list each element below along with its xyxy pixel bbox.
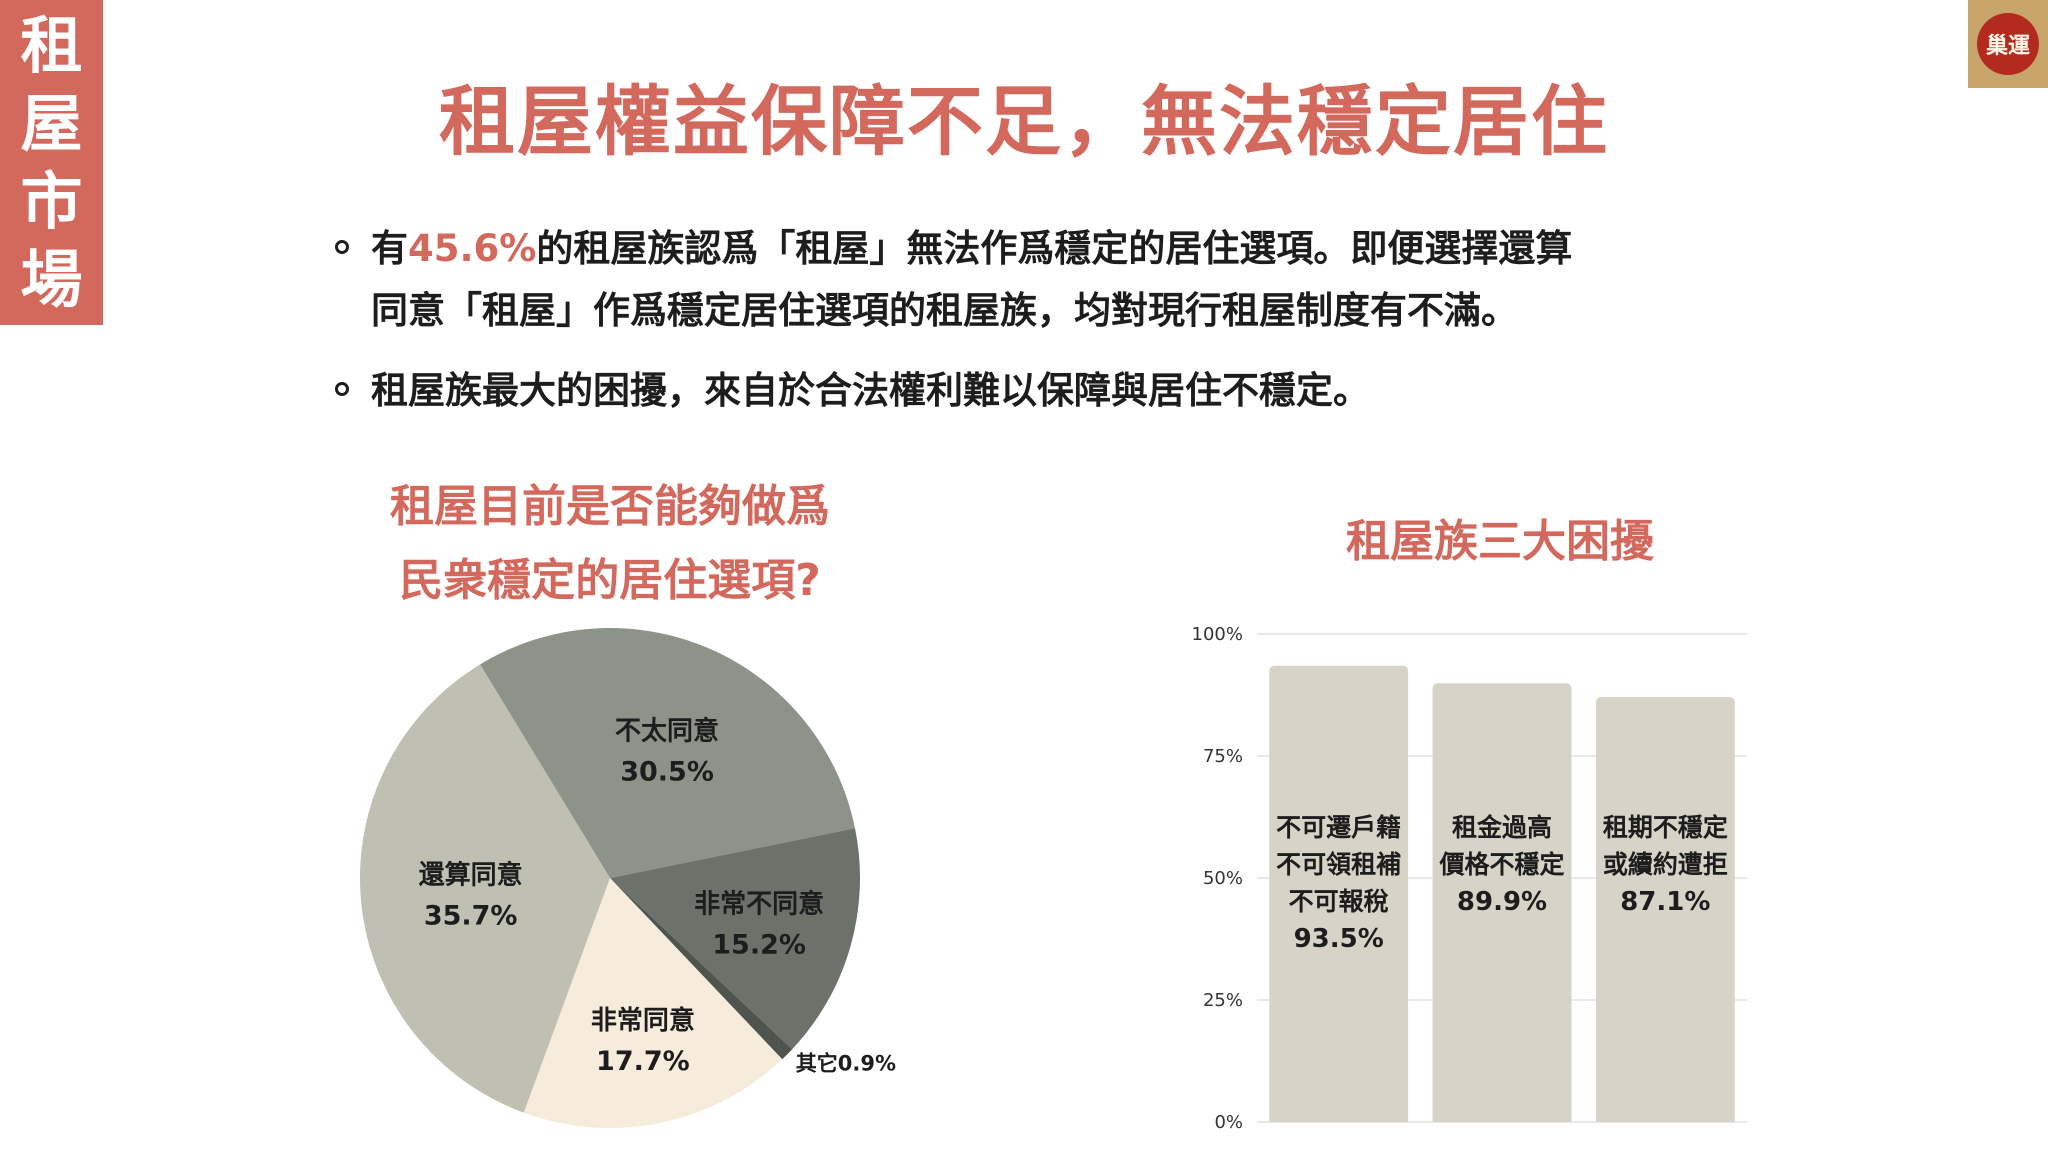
bullet-list: 有45.6%的租屋族認爲「租屋」無法作爲穩定的居住選項。即便選擇還算 同意「租屋… bbox=[333, 218, 1753, 440]
section-tag-char: 場 bbox=[20, 242, 83, 316]
pie-slice bbox=[523, 878, 783, 1128]
section-tag-char: 屋 bbox=[20, 86, 83, 160]
logo: 巢運 bbox=[1968, 0, 2048, 88]
slice-label-somewhat-agree: 還算同意 bbox=[419, 860, 523, 891]
pie-title-line: 租屋目前是否能夠做爲 bbox=[390, 481, 830, 532]
pie-slice bbox=[610, 828, 860, 1050]
bar-value-label: 93.5% bbox=[1294, 924, 1384, 954]
y-tick-label: 75% bbox=[1203, 746, 1243, 767]
bullet-line: 租屋族最大的困擾，來自於合法權利難以保障與居住不穩定。 bbox=[371, 369, 1370, 412]
bullet-circle-icon bbox=[335, 382, 349, 396]
slice-label-strongly-disagree: 非常不同意 bbox=[694, 888, 824, 919]
bullet-line: 有45.6%的租屋族認爲「租屋」無法作爲穩定的居住選項。即便選擇還算 bbox=[371, 218, 1753, 280]
bullet-text: 有 bbox=[371, 227, 408, 270]
bar-category-label: 不可遷戶籍 bbox=[1276, 813, 1401, 842]
bar bbox=[1595, 696, 1735, 1122]
y-tick-label: 25% bbox=[1203, 990, 1243, 1011]
bullet-text: 的租屋族認爲「租屋」無法作爲穩定的居住選項。即便選擇還算 bbox=[536, 227, 1573, 270]
pie-chart: 非常不同意 15.2% 其它0.9% 非常同意 17.7% 還算同意 35.7% 不太同意 30… bbox=[360, 628, 896, 1128]
slice-value-label: 17.7% bbox=[596, 1046, 690, 1077]
section-tag-char: 租 bbox=[20, 8, 83, 82]
slice-label-somewhat-disagree: 不太同意 bbox=[615, 715, 719, 746]
bar bbox=[1269, 665, 1409, 1122]
bar-category-label: 租金過高 bbox=[1452, 813, 1552, 842]
bar-category-label: 不可報稅 bbox=[1289, 887, 1389, 916]
highlight-percent: 45.6% bbox=[408, 227, 537, 270]
bar-category-label: 價格不穩定 bbox=[1438, 850, 1564, 879]
y-tick-label: 50% bbox=[1203, 868, 1243, 889]
bullet-line: 同意「租屋」作爲穩定居住選項的租屋族，均對現行租屋制度有不滿。 bbox=[371, 289, 1518, 332]
slice-value-label: 35.7% bbox=[424, 901, 518, 932]
slice-label-other: 其它0.9% bbox=[796, 1052, 896, 1076]
slice-label-strongly-agree: 非常同意 bbox=[591, 1005, 695, 1036]
pie-chart-title: 租屋目前是否能夠做爲 民衆穩定的居住選項? bbox=[330, 470, 890, 618]
bullet-item: 租屋族最大的困擾，來自於合法權利難以保障與居住不穩定。 bbox=[333, 360, 1753, 422]
bar-value-label: 87.1% bbox=[1620, 887, 1710, 917]
bar-category-label: 或續約遭拒 bbox=[1603, 850, 1728, 879]
page-title: 租屋權益保障不足，無法穩定居住 bbox=[439, 77, 1609, 166]
bar-category-label: 租期不穩定 bbox=[1603, 813, 1728, 842]
bar-value-label: 89.9% bbox=[1457, 887, 1547, 917]
pie-slice bbox=[610, 878, 793, 1060]
slice-value-label: 30.5% bbox=[620, 756, 714, 787]
y-tick-label: 0% bbox=[1214, 1112, 1243, 1133]
bullet-item: 有45.6%的租屋族認爲「租屋」無法作爲穩定的居住選項。即便選擇還算 同意「租屋… bbox=[333, 218, 1753, 342]
logo-badge: 巢運 bbox=[1977, 13, 2039, 75]
bar bbox=[1432, 683, 1572, 1122]
bullet-circle-icon bbox=[335, 240, 349, 254]
bar-chart-title: 租屋族三大困擾 bbox=[1346, 516, 1654, 567]
section-tag: 租 屋 市 場 bbox=[0, 0, 103, 325]
pie-slice bbox=[480, 628, 855, 878]
y-tick-label: 100% bbox=[1192, 624, 1243, 645]
bar-category-label: 不可領租補 bbox=[1276, 850, 1401, 879]
section-tag-char: 市 bbox=[20, 164, 83, 238]
pie-title-line: 民衆穩定的居住選項? bbox=[399, 555, 821, 606]
slice-value-label: 15.2% bbox=[712, 929, 806, 960]
pie-slice bbox=[360, 664, 610, 1113]
